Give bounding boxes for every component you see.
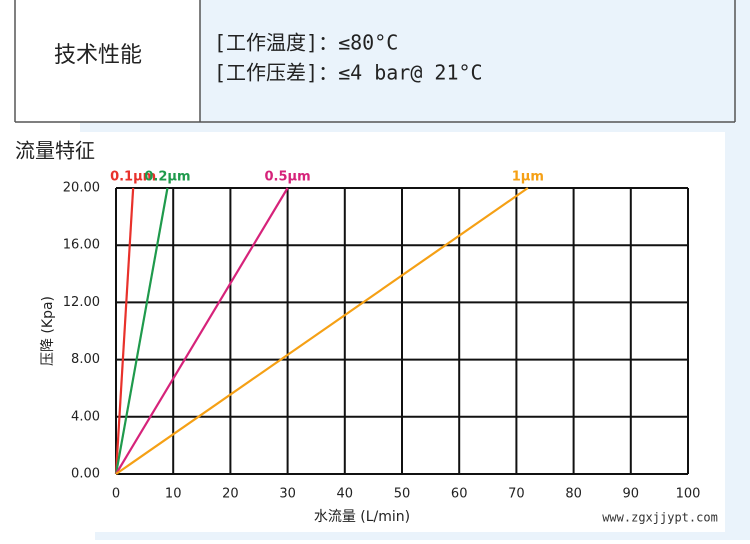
spec-label-cell [15, 0, 200, 122]
x-tick-label: 20 [222, 487, 239, 502]
x-tick-label: 70 [508, 487, 525, 502]
y-tick-label: 16.00 [63, 238, 100, 253]
watermark: www.zgxjjypt.com [602, 511, 718, 525]
x-tick-label: 10 [165, 487, 182, 502]
x-tick-label: 80 [565, 487, 582, 502]
y-tick-label: 12.00 [63, 295, 100, 310]
series-line [115, 187, 289, 475]
series-label: 0.2μm [144, 170, 190, 185]
y-tick-label: 20.00 [63, 181, 100, 196]
x-tick-label: 60 [451, 487, 468, 502]
spec-line: [工作压差]：≤4 bar@ 21°C [214, 61, 483, 85]
series-line [115, 187, 529, 475]
title-strip [0, 132, 95, 182]
chart: 0.00 4.00 8.00 12.00 16.00 20.00 0 10 20 30 40 50 60… [40, 170, 700, 526]
section-title: 流量特征 [15, 139, 95, 163]
y-tick-label: 8.00 [71, 352, 100, 367]
series-line [114, 187, 169, 475]
x-tick-label: 30 [279, 487, 296, 502]
series-line [114, 187, 135, 475]
series-label: 0.1μm [110, 170, 156, 185]
spec-line: [工作温度]：≤80°C [214, 31, 398, 55]
chart-panel-left [0, 182, 95, 540]
y-tick-label: 4.00 [71, 409, 100, 424]
x-tick-label: 90 [623, 487, 640, 502]
x-tick-label: 100 [676, 487, 701, 502]
x-axis-label: 水流量 (L/min) [314, 509, 410, 525]
spec-label: 技术性能 [54, 43, 142, 68]
x-tick-label: 50 [394, 487, 411, 502]
series-label: 1μm [512, 170, 544, 185]
x-tick-label: 0 [112, 487, 120, 502]
x-tick-label: 40 [337, 487, 354, 502]
y-tick-label: 0.00 [71, 467, 100, 482]
y-axis-label: 压降 (Kpa) [40, 296, 56, 366]
series-label: 0.5μm [265, 170, 311, 185]
